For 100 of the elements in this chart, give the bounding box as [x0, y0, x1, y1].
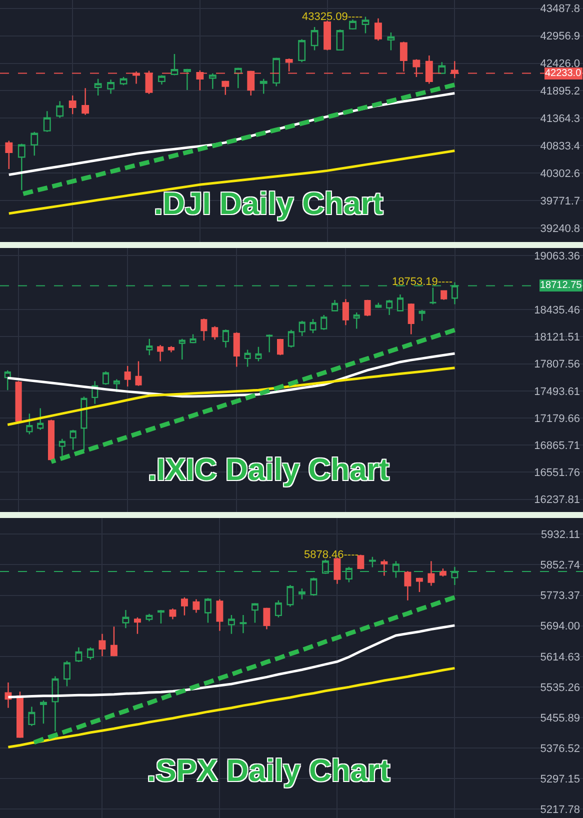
- candlestick: [204, 598, 212, 624]
- candlestick: [158, 74, 166, 86]
- y-tick-label: 5773.37: [540, 590, 580, 602]
- candlestick: [212, 326, 218, 340]
- y-tick-label: 39771.7: [540, 195, 580, 208]
- candlestick: [200, 318, 208, 342]
- y-tick-label: 5932.11: [541, 528, 580, 541]
- candlestick: [70, 429, 76, 450]
- candlestick: [110, 626, 118, 657]
- y-tick-label: 16551.76: [534, 467, 580, 480]
- y-tick-label: 41364.3: [540, 113, 580, 126]
- candlestick: [190, 334, 196, 344]
- candlestick: [310, 26, 318, 51]
- candlestick: [240, 614, 247, 634]
- candlestick: [222, 80, 230, 96]
- candlestick: [222, 328, 230, 348]
- y-tick-label: 43487.8: [540, 3, 580, 16]
- y-tick-label: 17807.56: [534, 358, 580, 371]
- candlestick: [387, 32, 395, 51]
- y-tick-label: 41895.2: [540, 86, 580, 98]
- candlestick: [368, 556, 376, 568]
- candlestick: [251, 602, 258, 624]
- candlestick: [440, 290, 448, 300]
- candlestick: [75, 646, 82, 663]
- annotation: 43325.09----: [302, 11, 363, 23]
- candlestick: [375, 302, 382, 308]
- candlestick: [37, 408, 44, 430]
- candlestick: [408, 302, 414, 335]
- line-series: [6, 366, 456, 426]
- text: .DJI Daily Chart: [154, 186, 384, 221]
- y-tick-label: 40302.6: [540, 168, 580, 180]
- candlestick: [15, 380, 22, 424]
- candlestick: [274, 600, 282, 618]
- y-tick-label: 17179.66: [534, 412, 580, 425]
- ref-line-label: 18712.75: [540, 280, 582, 291]
- candlestick: [277, 338, 284, 356]
- candlestick: [334, 557, 341, 584]
- y-tick-label: 16865.71: [534, 440, 580, 452]
- candlestick: [386, 299, 393, 316]
- candlestick: [52, 676, 59, 732]
- candlestick: [157, 609, 164, 624]
- candlestick: [168, 345, 174, 353]
- candlestick: [298, 320, 306, 337]
- candlestick: [48, 419, 55, 462]
- candlestick: [28, 706, 36, 727]
- y-tick-label: 18121.51: [534, 332, 580, 344]
- candlestick: [286, 584, 294, 608]
- candlestick: [208, 72, 216, 90]
- candlestick: [374, 18, 382, 42]
- annotation: 18753.19----: [392, 276, 453, 288]
- candlestick: [98, 633, 106, 657]
- candlestick: [82, 88, 90, 116]
- y-tick-label: 5694.00: [540, 620, 580, 633]
- candlestick: [40, 700, 47, 724]
- candlestick: [180, 596, 188, 616]
- y-tick-label: 42956.9: [540, 30, 580, 43]
- candlestick: [18, 143, 26, 191]
- candlestick: [102, 370, 110, 386]
- candlestick: [324, 20, 331, 51]
- candlestick: [320, 314, 328, 330]
- y-tick-label: 40833.4: [540, 140, 580, 152]
- candlestick: [94, 78, 102, 96]
- candlestick: [58, 438, 66, 457]
- y-tick-label: 19063.36: [534, 250, 580, 262]
- candlestick: [26, 413, 33, 435]
- candlestick: [43, 110, 51, 133]
- candlestick: [122, 609, 130, 629]
- candlestick: [255, 346, 262, 362]
- candlestick: [192, 598, 200, 614]
- candlestick: [364, 299, 371, 317]
- candlestick: [107, 79, 115, 94]
- annotation: 5878.46----: [304, 549, 359, 561]
- candlestick: [244, 349, 251, 368]
- y-tick-label: 39240.8: [540, 222, 580, 235]
- candlestick: [170, 53, 178, 76]
- candlestick: [357, 554, 364, 570]
- candlestick: [298, 588, 306, 600]
- candlestick: [416, 577, 423, 593]
- candlestick: [353, 312, 360, 330]
- candlestick: [439, 568, 446, 578]
- candlestick: [216, 598, 224, 632]
- y-tick-label: 17493.61: [534, 386, 580, 398]
- candlestick: [178, 338, 186, 360]
- candlestick: [396, 294, 404, 312]
- candlestick: [146, 613, 153, 622]
- candlestick: [263, 607, 270, 630]
- candlestick: [362, 16, 370, 34]
- y-tick-label: 18435.46: [534, 304, 580, 316]
- candlestick: [336, 28, 344, 51]
- candlestick: [86, 646, 94, 660]
- candlestick: [30, 131, 38, 156]
- y-tick-label: 5376.52: [540, 742, 580, 755]
- candlestick: [310, 577, 318, 596]
- candlestick: [4, 370, 11, 391]
- ref-line-label: 42233.0: [545, 68, 582, 79]
- candlestick: [124, 365, 131, 388]
- y-tick-label: 42426.0: [540, 58, 580, 70]
- candlestick: [16, 691, 24, 738]
- candlestick: [120, 76, 128, 86]
- candlestick: [272, 57, 280, 87]
